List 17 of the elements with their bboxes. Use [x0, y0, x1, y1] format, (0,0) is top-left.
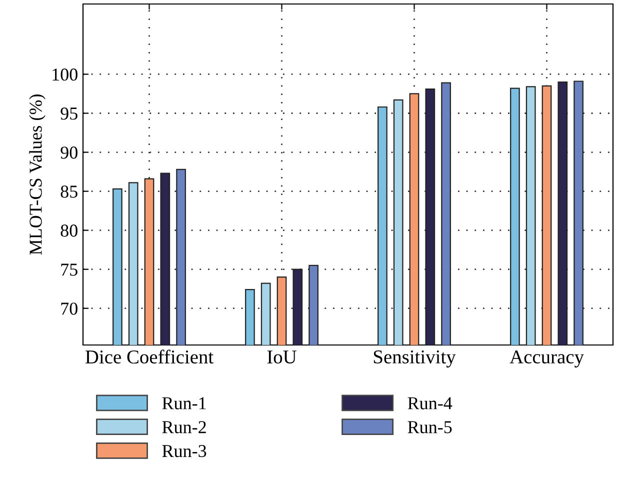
y-tick-label: 80 [60, 224, 78, 237]
x-tick-label: Sensitivity [374, 350, 456, 368]
legend-label: Run-3 [162, 445, 206, 458]
legend-label: Run-2 [162, 421, 206, 434]
legend-label: Run-4 [408, 397, 452, 410]
y-tick-label: 95 [60, 108, 78, 120]
y-axis-title: MLOT-CS Values (%) [29, 94, 46, 255]
x-tick-label: Dice Coefficient [85, 350, 214, 364]
y-tick-label: 85 [60, 186, 78, 198]
x-tick-label: Accuracy [510, 350, 584, 368]
x-tick-label: IoU [267, 350, 296, 364]
legend-label: Run-5 [408, 421, 452, 434]
y-tick-label: 100 [52, 68, 78, 81]
y-tick-label: 70 [61, 302, 78, 315]
y-tick-label: 75 [61, 264, 78, 276]
legend-label: Run-1 [162, 397, 206, 410]
y-tick-label: 90 [60, 146, 78, 159]
